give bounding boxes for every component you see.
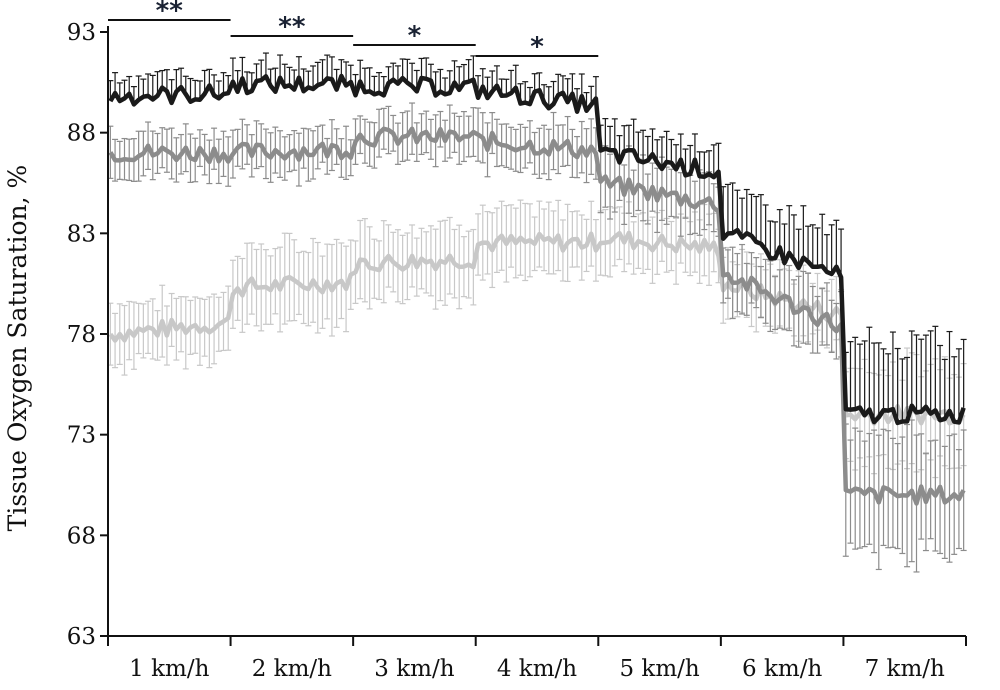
x-tick-label: 7 km/h [865, 656, 945, 682]
x-tick-label: 6 km/h [742, 656, 822, 682]
series-3 [107, 199, 967, 479]
series-layer [107, 52, 967, 573]
y-tick-label: 93 [67, 20, 96, 46]
y-tick-label: 73 [67, 423, 96, 449]
y-tick-label: 63 [67, 624, 96, 650]
significance-label: ** [156, 0, 184, 26]
y-tick-label: 78 [67, 322, 96, 348]
y-tick-label: 88 [67, 121, 96, 147]
significance-layer: **** * * [108, 0, 599, 62]
x-tick-label: 5 km/h [619, 656, 699, 682]
significance-label: ** [278, 12, 306, 42]
y-axis-label: Tissue Oxygen Saturation, % [3, 165, 32, 532]
x-tick-label: 2 km/h [252, 656, 332, 682]
x-tick-label: 4 km/h [497, 656, 577, 682]
series-line [108, 73, 966, 426]
significance-label: * [530, 32, 544, 62]
series-line [108, 230, 966, 426]
x-tick-label: 3 km/h [374, 656, 454, 682]
series-2 [107, 102, 967, 573]
x-tick-label: 1 km/h [129, 656, 209, 682]
y-tick-label: 68 [67, 523, 96, 549]
series-1 [107, 52, 967, 426]
series-line [108, 126, 966, 506]
axes-layer: 63 68 73 78 83 88 93 1 km/h 2 km/h 3 km/h 4 km/h 5 … [67, 20, 967, 682]
y-tick-label: 83 [67, 221, 96, 247]
significance-label: * [408, 21, 422, 51]
